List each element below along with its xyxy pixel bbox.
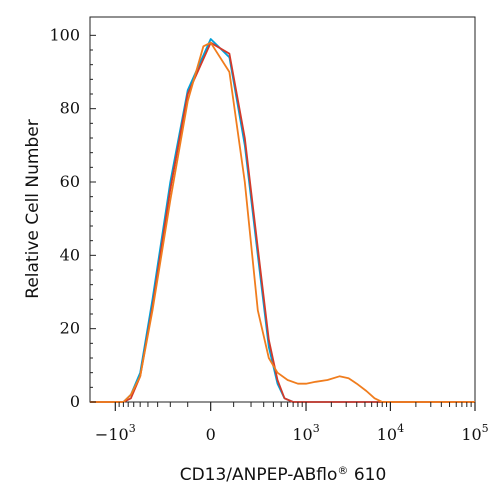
x-tick-label: 0	[206, 425, 216, 444]
x-axis-label-main: CD13/ANPEP-ABflo	[180, 465, 338, 485]
x-axis-label-suffix: 610	[348, 465, 386, 485]
y-tick-label: 0	[70, 392, 80, 411]
y-axis-ticks: 0 20 40 60 80 100	[49, 25, 96, 411]
y-tick-label: 60	[60, 172, 80, 191]
x-tick-label: 105	[461, 422, 488, 444]
x-tick-label: 104	[377, 422, 404, 444]
x-tick-label: −103	[95, 422, 136, 444]
y-axis-label: Relative Cell Number	[23, 119, 43, 298]
plot-frame	[89, 16, 476, 403]
y-tick-label: 80	[60, 99, 80, 118]
series-line-3	[90, 41, 475, 403]
x-axis-label: CD13/ANPEP-ABflo® 610	[180, 464, 387, 486]
y-tick-label: 20	[60, 319, 80, 338]
x-axis-label-reg: ®	[337, 464, 348, 477]
x-tick-label: 103	[292, 422, 319, 444]
series-layer	[90, 38, 475, 403]
y-tick-label: 100	[49, 25, 80, 44]
x-axis-ticks: −103 0 103 104 105	[95, 402, 489, 444]
y-tick-label: 40	[60, 245, 80, 264]
